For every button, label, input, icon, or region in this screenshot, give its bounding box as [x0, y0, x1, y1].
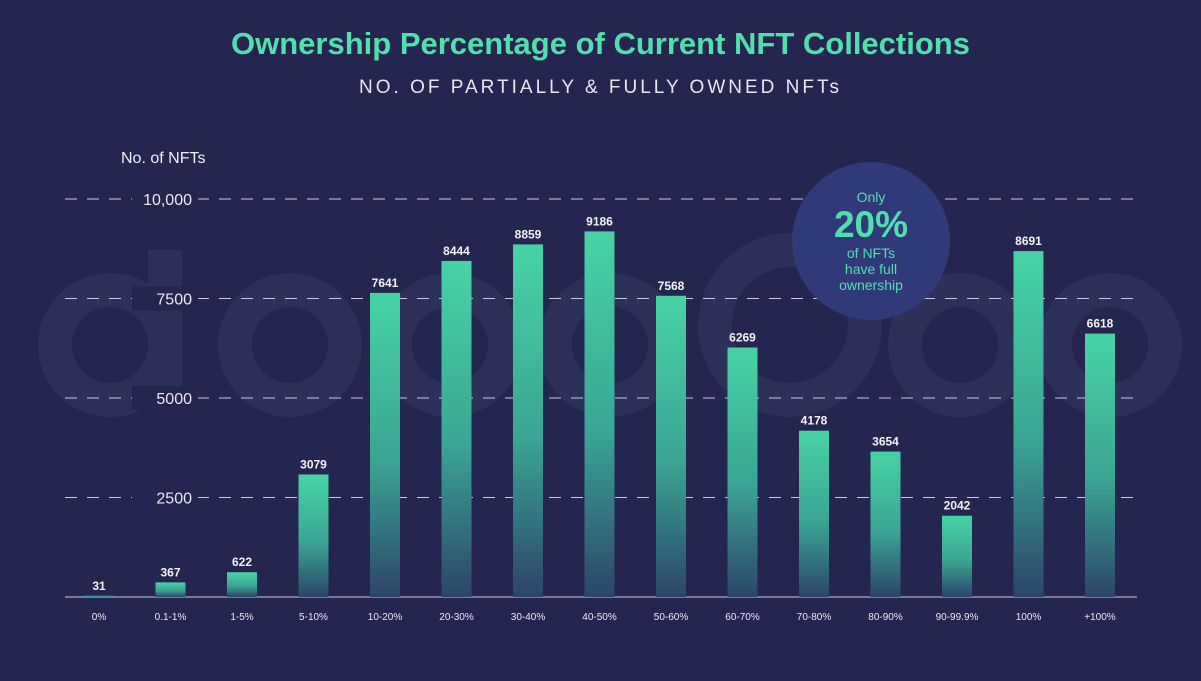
- x-tick-label: 1-5%: [230, 612, 253, 623]
- bar: [298, 474, 329, 597]
- tick-label-bg: [132, 386, 198, 410]
- bar: [656, 295, 686, 597]
- bar: [227, 572, 257, 597]
- bar-value-label: 367: [160, 565, 180, 579]
- badge-line2: have full: [844, 261, 898, 277]
- x-tick-label: 70-80%: [797, 612, 832, 623]
- watermark-shape: [888, 273, 1032, 417]
- bar: [513, 244, 543, 597]
- bar-value-label: 8691: [1015, 234, 1042, 248]
- bar: [1085, 333, 1115, 597]
- badge-top: Only: [856, 189, 886, 205]
- x-tick-label: 5-10%: [299, 612, 328, 623]
- bar: [1013, 251, 1044, 597]
- bar-value-label: 31: [92, 579, 106, 593]
- bar-value-label: 7568: [658, 279, 685, 293]
- callout-badge: Only 20% of NFTs have full ownership: [792, 162, 950, 320]
- bar: [584, 231, 615, 597]
- badge-percent: 20%: [833, 204, 909, 245]
- x-tick-label: 30-40%: [511, 612, 546, 623]
- bar: [370, 292, 400, 597]
- y-tick-label: 10,000: [143, 192, 192, 209]
- x-tick-label: 50-60%: [654, 612, 689, 623]
- x-tick-label: 10-20%: [368, 612, 403, 623]
- bar-value-label: 622: [232, 555, 252, 569]
- x-tick-label: 100%: [1016, 612, 1042, 623]
- tick-label-bg: [132, 485, 198, 510]
- y-tick-label: 2500: [156, 491, 192, 508]
- x-tick-label: 60-70%: [725, 612, 760, 623]
- bar-value-label: 8859: [515, 227, 542, 241]
- x-tick-label: 0%: [92, 612, 107, 623]
- bar-value-label: 4178: [801, 414, 828, 428]
- bar: [942, 515, 972, 597]
- tick-label-bg: [132, 187, 198, 211]
- bar: [441, 260, 472, 597]
- bar-value-label: 3654: [872, 435, 899, 449]
- chart-title: Ownership Percentage of Current NFT Coll…: [231, 26, 970, 61]
- bar-value-label: 8444: [443, 244, 470, 258]
- x-tick-label: 90-99.9%: [936, 612, 979, 623]
- watermark-shape: [698, 233, 882, 417]
- chart-subtitle: NO. OF PARTIALLY & FULLY OWNED NFTs: [359, 77, 842, 98]
- x-tick-label: +100%: [1084, 612, 1116, 623]
- x-tick-label: 0.1-1%: [155, 612, 187, 623]
- x-tick-label: 80-90%: [868, 612, 903, 623]
- bar: [727, 347, 758, 597]
- watermark-shape: [218, 273, 362, 417]
- x-tick-label: 40-50%: [582, 612, 617, 623]
- bar: [84, 595, 114, 597]
- y-tick-label: 7500: [156, 292, 192, 309]
- bar-value-label: 6618: [1087, 317, 1114, 331]
- x-tick-label: 20-30%: [439, 612, 474, 623]
- bar-value-label: 2042: [944, 499, 971, 513]
- bar-value-label: 9186: [586, 214, 613, 228]
- badge-line1: of NFTs: [846, 245, 896, 261]
- bar-value-label: 6269: [729, 330, 756, 344]
- bar-value-label: 3079: [300, 457, 327, 471]
- bar: [155, 582, 186, 597]
- bar: [870, 451, 901, 597]
- bar-value-label: 7641: [372, 276, 399, 290]
- badge-line3: ownership: [839, 277, 903, 293]
- y-axis-label: No. of NFTs: [121, 150, 206, 167]
- bar: [799, 430, 829, 597]
- y-tick-label: 5000: [156, 391, 192, 408]
- tick-label-bg: [132, 286, 198, 311]
